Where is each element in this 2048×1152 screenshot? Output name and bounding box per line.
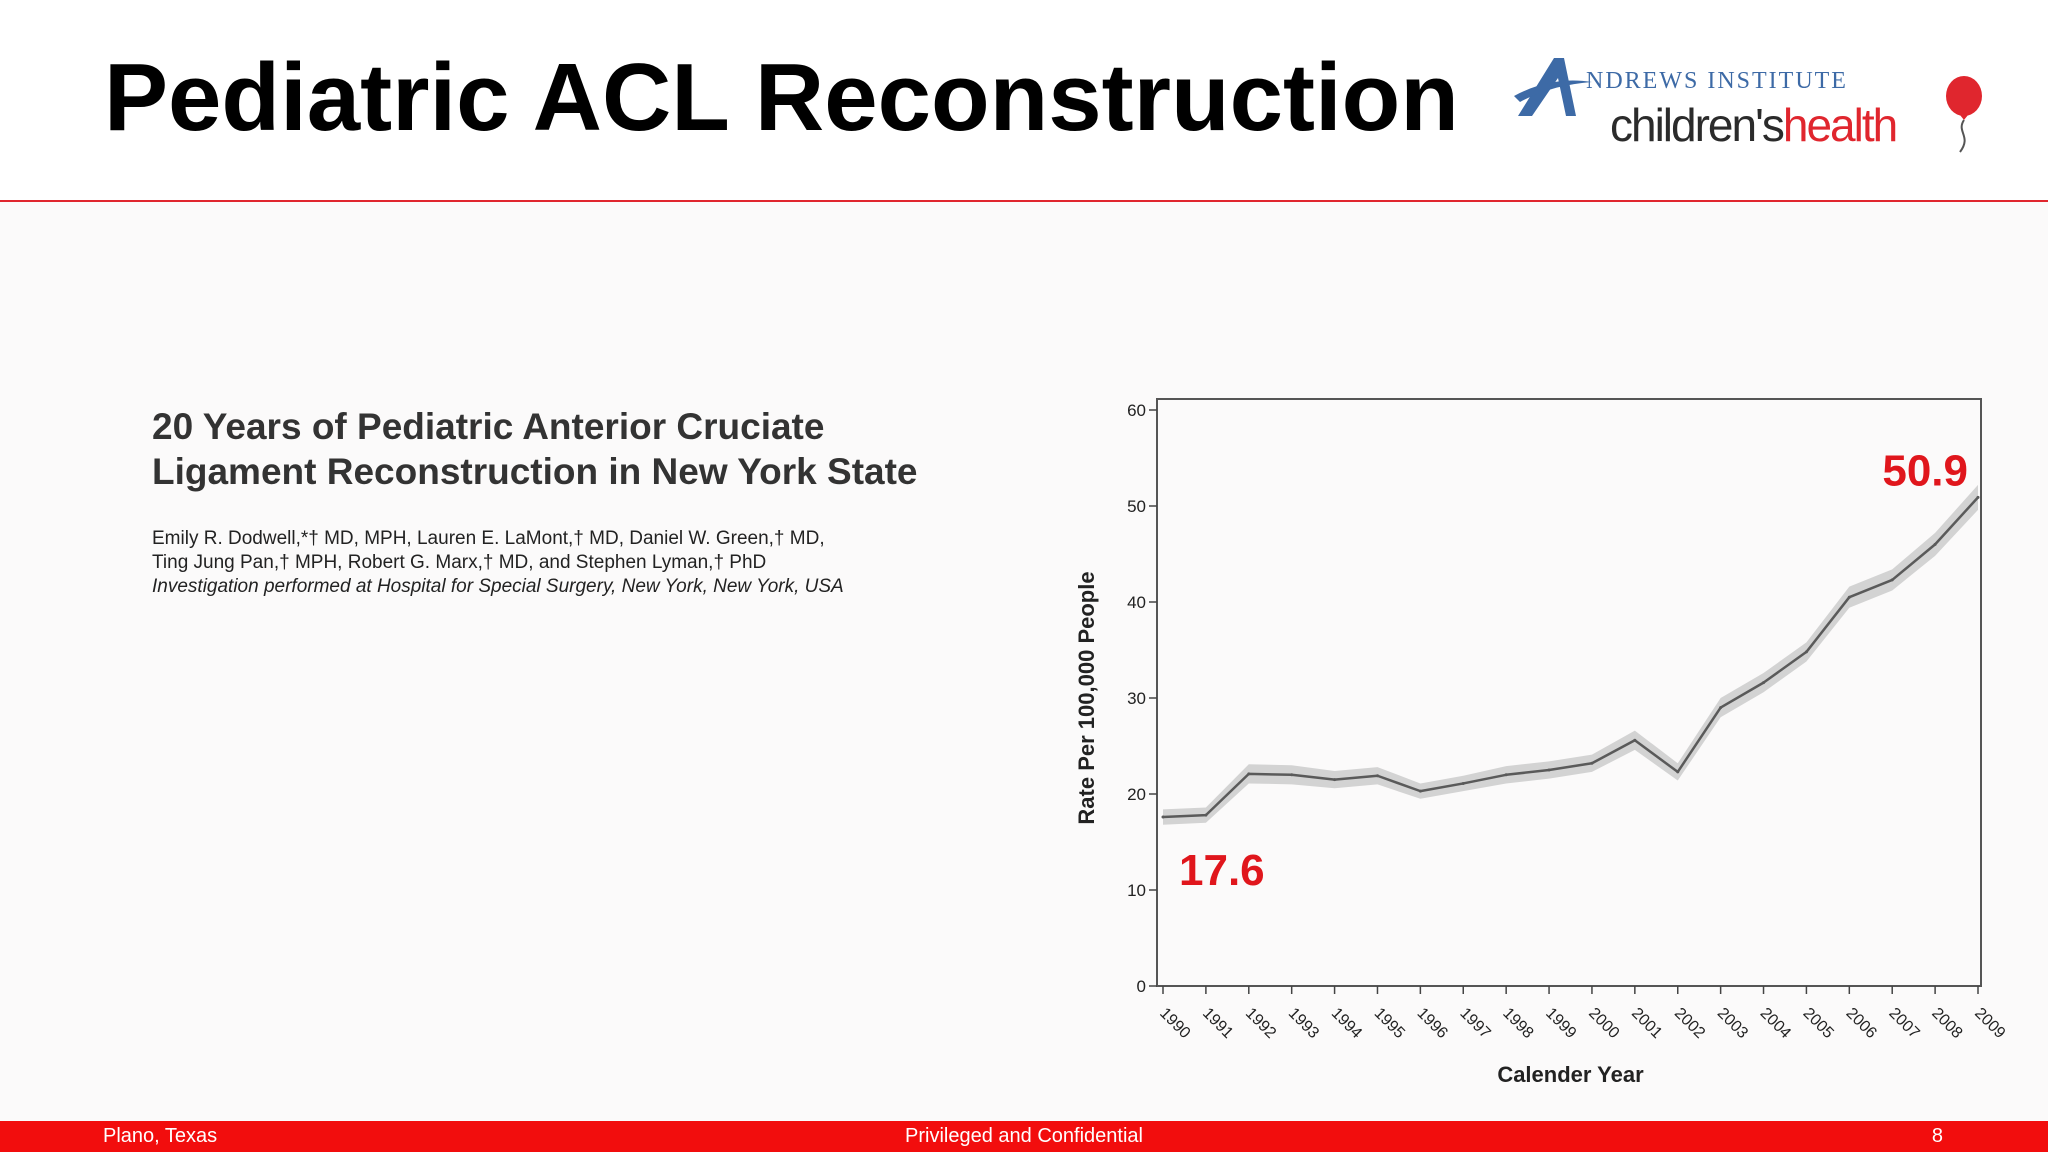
slide-header: Pediatric ACL Reconstruction NDREWS INST… — [0, 0, 2048, 202]
data-point-1994 — [1333, 778, 1337, 782]
logo-text-institute: NDREWS INSTITUTE — [1586, 68, 1848, 94]
andrews-a-icon — [1514, 58, 1592, 116]
paper-authors: Emily R. Dodwell,*† MD, MPH, Lauren E. L… — [152, 527, 844, 599]
logo-text-childrens: children's — [1610, 99, 1785, 151]
x-tick-label-2009: 2009 — [1971, 1005, 2008, 1042]
x-tick-label-2002: 2002 — [1671, 1005, 1708, 1042]
paper-authors-line-1: Emily R. Dodwell,*† MD, MPH, Lauren E. L… — [152, 528, 825, 549]
data-point-2000 — [1590, 761, 1594, 765]
y-tick-label-40: 40 — [1127, 593, 1146, 612]
y-tick-label-60: 60 — [1127, 401, 1146, 420]
data-point-1993 — [1290, 773, 1294, 777]
x-axis-label: Calender Year — [1497, 1062, 1644, 1087]
x-tick-label-2001: 2001 — [1628, 1005, 1665, 1042]
data-point-2006 — [1847, 595, 1851, 599]
x-tick-label-2005: 2005 — [1800, 1005, 1837, 1042]
y-tick-label-0: 0 — [1137, 977, 1146, 996]
footer-location: Plano, Texas — [103, 1125, 218, 1147]
y-tick-label-10: 10 — [1127, 881, 1146, 900]
data-point-1998 — [1504, 773, 1508, 777]
x-tick-label-1991: 1991 — [1199, 1005, 1236, 1042]
x-tick-label-1999: 1999 — [1542, 1005, 1579, 1042]
data-point-1992 — [1247, 772, 1251, 776]
x-tick-label-2004: 2004 — [1757, 1005, 1794, 1042]
x-tick-label-1997: 1997 — [1456, 1005, 1493, 1042]
data-point-1995 — [1375, 774, 1379, 778]
paper-title-line-2: Ligament Reconstruction in New York Stat… — [152, 451, 918, 492]
paper-authors-line-2: Ting Jung Pan,† MPH, Robert G. Marx,† MD… — [152, 552, 767, 573]
footer-confidential: Privileged and Confidential — [905, 1125, 1143, 1147]
paper-institution: Investigation performed at Hospital for … — [152, 576, 844, 597]
data-point-1999 — [1547, 768, 1551, 772]
x-tick-label-1993: 1993 — [1285, 1005, 1322, 1042]
data-point-1991 — [1204, 813, 1208, 817]
y-tick-label-50: 50 — [1127, 497, 1146, 516]
y-tick-label-20: 20 — [1127, 785, 1146, 804]
x-tick-label-2008: 2008 — [1928, 1005, 1965, 1042]
annotation-start-value: 17.6 — [1179, 846, 1265, 895]
rate-series-line — [1162, 496, 1979, 819]
balloon-icon — [1946, 76, 1982, 153]
data-point-2004 — [1762, 681, 1766, 685]
x-tick-label-1996: 1996 — [1414, 1005, 1451, 1042]
andrews-institute-logo: NDREWS INSTITUTE children'shealth — [1508, 50, 2008, 160]
x-tick-label-2006: 2006 — [1842, 1005, 1879, 1042]
x-tick-label-1995: 1995 — [1371, 1005, 1408, 1042]
annotation-end-value: 50.9 — [1882, 446, 1968, 495]
footer-page-number: 8 — [1931, 1125, 1943, 1147]
logo-text-childrens-health: children'shealth — [1610, 99, 1898, 151]
x-tick-label-2000: 2000 — [1585, 1005, 1622, 1042]
x-tick-label-1998: 1998 — [1499, 1005, 1536, 1042]
slide-title: Pediatric ACL Reconstruction — [104, 44, 1459, 151]
data-point-2008 — [1933, 542, 1937, 546]
data-point-1996 — [1418, 789, 1422, 793]
data-point-2003 — [1719, 706, 1723, 710]
x-tick-label-1990: 1990 — [1156, 1005, 1193, 1042]
data-point-2002 — [1676, 770, 1680, 774]
data-point-2009 — [1976, 495, 1980, 499]
slide-footer: Plano, Texas Privileged and Confidential… — [0, 1121, 2048, 1152]
x-tick-label-1992: 1992 — [1242, 1005, 1279, 1042]
data-point-1990 — [1161, 815, 1165, 819]
y-axis-label: Rate Per 100,000 People — [1074, 571, 1099, 824]
paper-title: 20 Years of Pediatric Anterior Cruciate … — [152, 404, 918, 494]
data-point-2005 — [1804, 650, 1808, 654]
header-divider — [0, 200, 2048, 202]
x-tick-label-2003: 2003 — [1714, 1005, 1751, 1042]
paper-title-line-1: 20 Years of Pediatric Anterior Cruciate — [152, 406, 825, 447]
data-point-2001 — [1633, 738, 1637, 742]
y-tick-label-30: 30 — [1127, 689, 1146, 708]
data-point-2007 — [1890, 578, 1894, 582]
x-tick-label-1994: 1994 — [1328, 1005, 1365, 1042]
data-point-1997 — [1461, 781, 1465, 785]
plot-frame — [1156, 398, 1982, 987]
logo-text-health: health — [1782, 99, 1898, 151]
x-tick-label-2007: 2007 — [1885, 1005, 1922, 1042]
